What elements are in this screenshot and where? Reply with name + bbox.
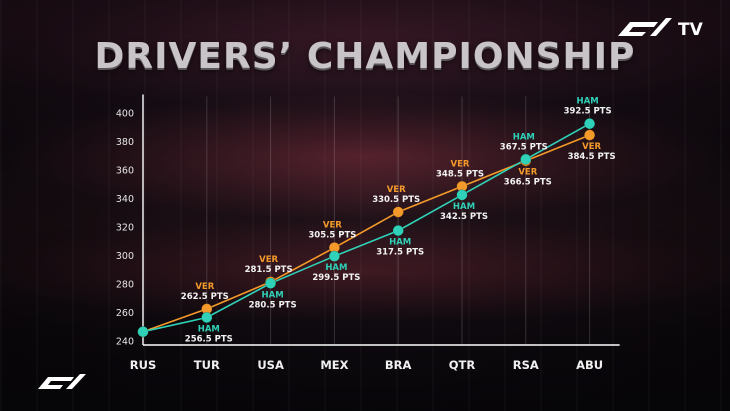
data-label-value: 384.5 PTS (568, 152, 616, 162)
data-label-series: HAM (513, 132, 535, 142)
tv-label: TV (678, 20, 704, 40)
series-points (137, 118, 596, 338)
f1-logo-icon (38, 374, 86, 389)
chart-grid (206, 96, 591, 345)
data-label-series: VER (195, 282, 214, 292)
data-label-series: HAM (325, 263, 347, 273)
data-point-ham (265, 277, 277, 289)
data-label-series: HAM (577, 97, 599, 107)
data-point-ham (520, 153, 532, 165)
data-point-ham (583, 118, 596, 130)
y-tick-label: 340 (116, 194, 134, 205)
y-tick-label: 260 (116, 308, 134, 319)
y-tick-label: 360 (116, 166, 134, 177)
series-line-ham (142, 123, 590, 333)
data-point-ver (392, 206, 404, 218)
chart-title: DRIVERS’ CHAMPIONSHIP (94, 36, 636, 77)
x-tick-label: RSA (513, 358, 539, 372)
data-label-series: HAM (389, 238, 411, 248)
data-label-value: 280.5 PTS (249, 300, 297, 310)
data-label-series: VER (518, 168, 537, 178)
data-point-ham (328, 250, 341, 262)
f1-tv-logo: TV (618, 18, 704, 40)
x-tick-label: RUS (130, 358, 156, 372)
data-label-value: 281.5 PTS (245, 265, 293, 275)
data-label-value: 262.5 PTS (181, 292, 229, 302)
data-label-value: 392.5 PTS (564, 107, 612, 117)
data-label-value: 366.5 PTS (504, 178, 552, 188)
f1-logo-icon (618, 18, 672, 36)
y-tick-label: 280 (116, 280, 134, 291)
x-tick-label: MEX (320, 358, 348, 372)
series-lines (142, 123, 590, 333)
y-tick-label: 240 (116, 337, 134, 348)
data-label-value: 299.5 PTS (312, 273, 360, 283)
data-label-series: VER (451, 159, 470, 169)
data-label-value: 330.5 PTS (372, 195, 420, 205)
y-tick-label: 320 (116, 223, 134, 234)
data-point-ver (583, 129, 596, 141)
x-tick-label: ABU (576, 358, 603, 372)
x-tick-label: BRA (385, 358, 412, 372)
data-point-ham (392, 224, 404, 237)
data-label-series: VER (582, 142, 601, 152)
data-point-ham (201, 311, 213, 324)
chart-axes (142, 94, 620, 346)
x-tick-label: QTR (449, 358, 476, 372)
data-label-value: 342.5 PTS (440, 212, 488, 222)
data-label-value: 256.5 PTS (185, 334, 233, 344)
data-point-ham (137, 326, 149, 338)
data-label-series: HAM (262, 290, 284, 300)
data-label-value: 348.5 PTS (436, 169, 484, 179)
data-label-value: 317.5 PTS (376, 248, 424, 258)
data-label-value: 367.5 PTS (500, 142, 548, 152)
y-tick-label: 300 (116, 251, 134, 262)
data-label-series: HAM (453, 202, 475, 212)
data-point-ham (456, 189, 468, 201)
y-tick-label: 400 (116, 109, 134, 120)
x-tick-label: TUR (194, 358, 220, 372)
data-label-series: VER (323, 221, 342, 231)
y-tick-label: 380 (116, 137, 134, 148)
data-label-series: VER (387, 185, 406, 195)
data-label-value: 305.5 PTS (308, 231, 356, 241)
x-tick-label: USA (257, 358, 284, 372)
data-label-series: HAM (198, 324, 220, 334)
tick-labels: 240 260 280 300 320 340 360 380 400 RUS TUR USA MEX B… (116, 109, 603, 373)
data-label-series: VER (259, 255, 278, 265)
